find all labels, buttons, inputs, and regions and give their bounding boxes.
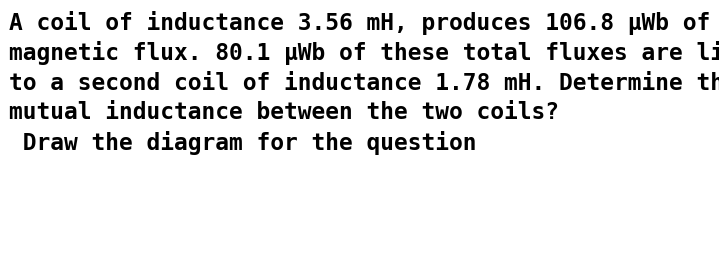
Text: A coil of inductance 3.56 mH, produces 106.8 μWb of
magnetic flux. 80.1 μWb of t: A coil of inductance 3.56 mH, produces 1…	[9, 11, 719, 155]
